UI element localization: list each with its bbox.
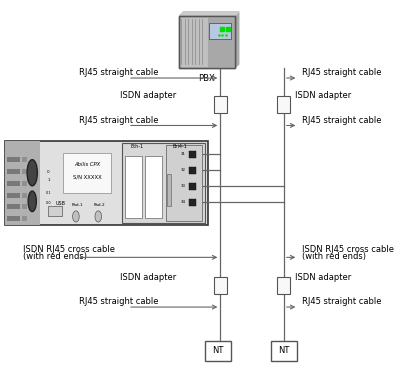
Bar: [278, 96, 291, 113]
Text: Pad-2: Pad-2: [94, 203, 105, 207]
Text: 1: 1: [47, 178, 50, 182]
Bar: [7, 204, 20, 209]
Text: RJ45 straight cable: RJ45 straight cable: [79, 297, 158, 306]
Bar: [179, 16, 234, 68]
Text: NT: NT: [278, 346, 290, 355]
Text: ISDN adapter: ISDN adapter: [296, 273, 352, 282]
Bar: [189, 167, 196, 174]
Text: 32: 32: [181, 168, 186, 172]
Bar: [189, 151, 196, 157]
Bar: [22, 204, 27, 209]
Ellipse shape: [27, 160, 37, 186]
Bar: [168, 174, 171, 206]
Text: ISDN RJ45 cross cable: ISDN RJ45 cross cable: [302, 245, 394, 254]
Text: Abilis CPX: Abilis CPX: [74, 162, 100, 167]
Text: ISDN adapter: ISDN adapter: [120, 273, 176, 282]
Bar: [48, 206, 62, 216]
Text: ISDN adapter: ISDN adapter: [296, 92, 352, 100]
Text: RJ45 straight cable: RJ45 straight cable: [302, 68, 382, 77]
Ellipse shape: [73, 211, 79, 222]
Bar: [63, 153, 112, 193]
Bar: [125, 156, 143, 218]
Text: 31: 31: [181, 152, 186, 156]
Bar: [189, 199, 196, 206]
Bar: [166, 144, 202, 221]
Bar: [278, 277, 291, 294]
Text: S/N XXXXX: S/N XXXXX: [73, 175, 102, 180]
Text: 0.1: 0.1: [46, 191, 51, 195]
Bar: [271, 340, 298, 361]
Polygon shape: [184, 12, 239, 68]
Bar: [22, 181, 27, 186]
Bar: [7, 158, 20, 162]
Bar: [208, 16, 234, 68]
Ellipse shape: [95, 211, 102, 222]
Polygon shape: [179, 12, 239, 16]
Bar: [145, 156, 163, 218]
Text: RJ45 straight cable: RJ45 straight cable: [79, 68, 158, 77]
Bar: [7, 193, 20, 198]
Bar: [22, 169, 27, 174]
Bar: [5, 141, 41, 225]
Text: NT: NT: [212, 346, 224, 355]
Bar: [189, 183, 196, 189]
Bar: [209, 24, 231, 39]
Text: RJ45 straight cable: RJ45 straight cable: [79, 116, 158, 125]
Text: RJ45 straight cable: RJ45 straight cable: [302, 297, 382, 306]
Text: RJ45 straight cable: RJ45 straight cable: [302, 116, 382, 125]
Bar: [7, 169, 20, 174]
Text: ISDN adapter: ISDN adapter: [120, 92, 176, 100]
Text: Eth-1: Eth-1: [130, 144, 143, 149]
Text: 34: 34: [181, 200, 186, 204]
Bar: [7, 181, 20, 186]
Bar: [22, 158, 27, 162]
Bar: [205, 340, 232, 361]
Ellipse shape: [28, 191, 36, 211]
Bar: [122, 142, 205, 223]
Text: Pad-1: Pad-1: [71, 203, 83, 207]
Bar: [214, 96, 227, 113]
Text: ISDN RJ45 cross cable: ISDN RJ45 cross cable: [23, 245, 115, 254]
Text: PBX: PBX: [199, 74, 215, 82]
Text: Bri4-1: Bri4-1: [173, 144, 187, 149]
Text: 0.0: 0.0: [46, 201, 51, 205]
Bar: [179, 16, 234, 68]
Text: 33: 33: [181, 184, 186, 188]
Bar: [22, 216, 27, 221]
Bar: [22, 193, 27, 198]
Text: (with red ends): (with red ends): [302, 252, 367, 261]
Bar: [7, 216, 20, 221]
Bar: [214, 277, 227, 294]
Text: USB: USB: [56, 201, 66, 206]
Text: (with red ends): (with red ends): [23, 252, 87, 261]
Text: 0: 0: [47, 170, 50, 174]
Bar: [5, 141, 208, 225]
